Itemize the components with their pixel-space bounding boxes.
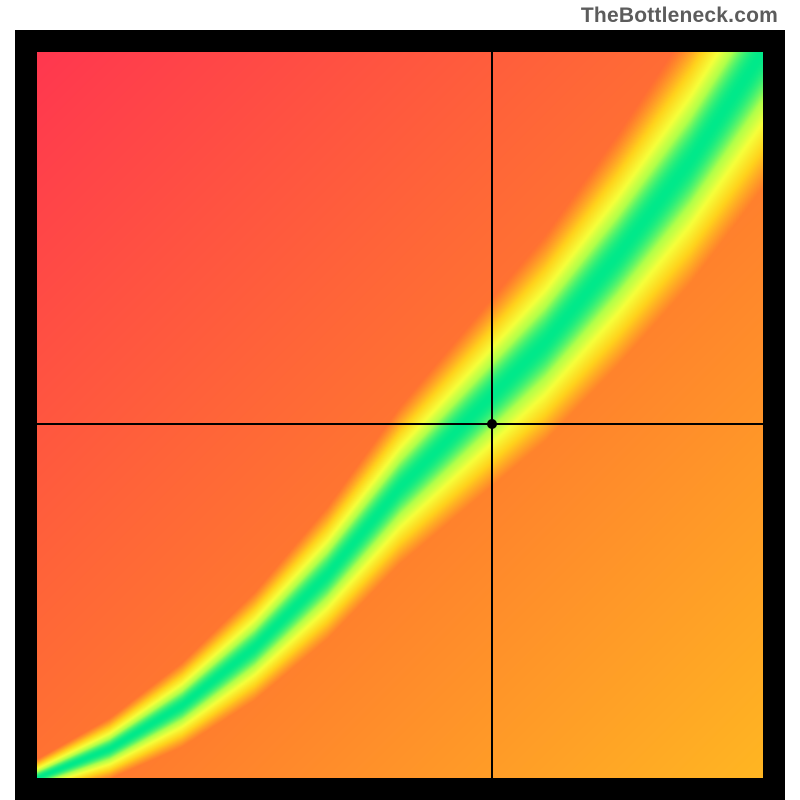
crosshair-horizontal [37, 423, 763, 425]
selection-marker [487, 419, 497, 429]
chart-container: TheBottleneck.com [0, 0, 800, 800]
plot-frame [15, 30, 785, 800]
attribution-text: TheBottleneck.com [581, 4, 778, 28]
bottleneck-heatmap [37, 52, 763, 778]
crosshair-vertical [491, 52, 493, 778]
